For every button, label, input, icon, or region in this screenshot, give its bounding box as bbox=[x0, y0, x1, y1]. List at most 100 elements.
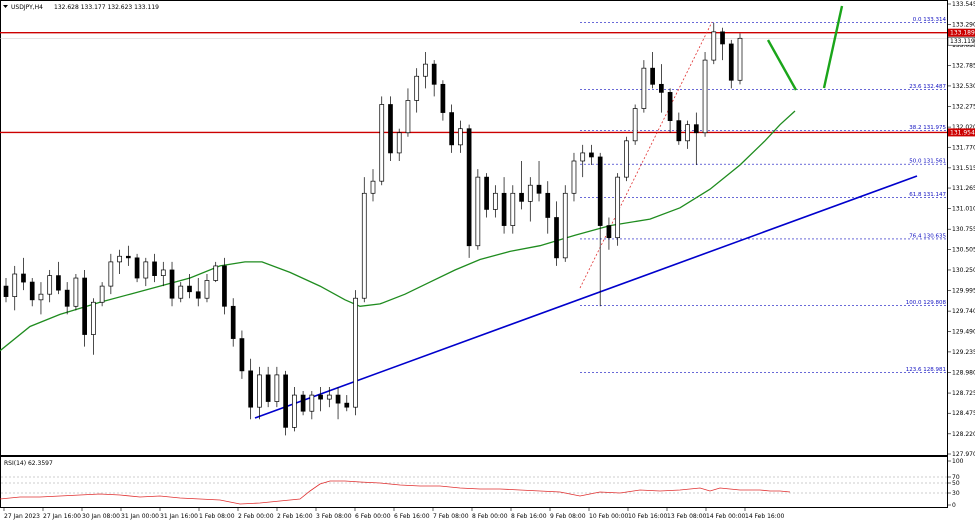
candle-body bbox=[99, 285, 105, 303]
support-price-tag bbox=[948, 128, 975, 137]
price-tick-label: 130.250 bbox=[952, 267, 975, 274]
candlestick bbox=[580, 144, 586, 178]
time-tick-label: 7 Feb 08:00 bbox=[433, 513, 469, 520]
price-tags: 133.189 133.119 131.954 bbox=[947, 28, 975, 137]
candle-body bbox=[56, 275, 61, 291]
main-chart-frame bbox=[0, 0, 948, 456]
candle-body bbox=[720, 31, 725, 45]
fib-level-label: 123.6 128.981 bbox=[906, 367, 946, 373]
candle-body bbox=[335, 394, 341, 404]
candlestick bbox=[466, 124, 472, 258]
rsi-tick-label: 50 bbox=[952, 480, 960, 487]
candlestick bbox=[501, 177, 507, 234]
candlestick bbox=[676, 112, 682, 145]
candlestick bbox=[344, 395, 350, 412]
candle-body bbox=[82, 277, 87, 335]
time-tick-label: 30 Jan 08:00 bbox=[82, 513, 120, 520]
rsi-tick-label: 100 bbox=[952, 458, 964, 465]
candlestick bbox=[685, 120, 690, 149]
candlestick bbox=[388, 96, 393, 161]
candle-body bbox=[125, 255, 131, 259]
candlestick bbox=[47, 269, 53, 303]
price-tick-label: 129.490 bbox=[952, 328, 975, 335]
candlestick bbox=[187, 274, 192, 299]
time-tick-label: 27 Jan 16:00 bbox=[43, 513, 81, 520]
candlestick bbox=[527, 177, 533, 222]
candle-body bbox=[702, 59, 708, 134]
price-axis: 133.545 133.290 133.035 132.785 132.530 132.2… bbox=[947, 1, 975, 458]
candle-body bbox=[239, 338, 245, 372]
candle-body bbox=[536, 184, 542, 194]
candlestick bbox=[178, 282, 184, 303]
fib-level-label: 61.8 131.147 bbox=[909, 192, 946, 198]
candle-body bbox=[449, 112, 454, 146]
candlestick bbox=[38, 282, 44, 315]
candle-body bbox=[344, 402, 350, 408]
candle-body bbox=[571, 160, 577, 194]
candle-body bbox=[108, 261, 114, 287]
projection-up-arrow bbox=[822, 5, 844, 89]
price-tick-label: 130.755 bbox=[952, 226, 975, 233]
horizontal-levels bbox=[0, 32, 947, 134]
symbol-label: USDJPY,H4 bbox=[11, 4, 43, 11]
candlestick bbox=[204, 274, 210, 303]
price-tick-label: 131.770 bbox=[952, 144, 975, 151]
candle-body bbox=[117, 255, 122, 263]
candlestick bbox=[152, 253, 157, 283]
candlestick bbox=[300, 391, 306, 416]
candlestick bbox=[484, 173, 489, 218]
support-price-label: 131.954 bbox=[950, 129, 975, 136]
candle-body bbox=[326, 394, 332, 400]
candlestick bbox=[117, 249, 122, 274]
candle-body bbox=[361, 192, 367, 299]
time-tick-label: 2 Feb 00:00 bbox=[238, 513, 274, 520]
candlestick bbox=[641, 60, 647, 113]
fib-level-label: 23.6 132.487 bbox=[909, 84, 946, 90]
time-tick-label: 8 Feb 16:00 bbox=[511, 513, 547, 520]
candle-body bbox=[143, 261, 149, 279]
price-tick-label: 128.475 bbox=[952, 410, 975, 417]
candle-body bbox=[641, 67, 647, 109]
rsi-tick-label: 0 bbox=[952, 502, 956, 509]
candle-body bbox=[693, 124, 699, 134]
candlestick bbox=[99, 282, 105, 307]
chevron-down-icon[interactable] bbox=[3, 5, 8, 8]
candle-body bbox=[423, 63, 428, 77]
price-tick-label: 132.275 bbox=[952, 104, 975, 111]
time-tick-label: 10 Feb 16:00 bbox=[628, 513, 668, 520]
candle-body bbox=[274, 374, 280, 402]
candlestick bbox=[160, 261, 166, 287]
candle-body bbox=[73, 277, 79, 307]
candle-body bbox=[292, 394, 297, 428]
time-tick-label: 6 Feb 16:00 bbox=[394, 513, 430, 520]
rsi-label: RSI(14) 62.3597 bbox=[4, 460, 53, 467]
candlestick bbox=[423, 52, 428, 89]
candle-body bbox=[388, 104, 393, 154]
candle-body bbox=[676, 120, 682, 142]
bullish-trend-line[interactable] bbox=[254, 175, 918, 419]
time-tick-label: 8 Feb 00:00 bbox=[472, 513, 508, 520]
candlestick bbox=[449, 104, 454, 153]
candle-body bbox=[545, 192, 551, 218]
candle-body bbox=[283, 374, 288, 428]
candlestick bbox=[125, 245, 131, 266]
candlestick bbox=[405, 88, 411, 137]
candle-body bbox=[248, 370, 254, 408]
candlestick bbox=[335, 387, 341, 420]
time-tick-label: 6 Feb 00:00 bbox=[355, 513, 391, 520]
candle-body bbox=[510, 192, 516, 226]
candle-body bbox=[370, 180, 376, 194]
candlestick bbox=[519, 160, 524, 210]
candlestick bbox=[169, 261, 175, 307]
candlestick bbox=[292, 387, 297, 432]
candle-body bbox=[178, 285, 184, 299]
candlestick bbox=[108, 253, 114, 295]
candle-body bbox=[431, 63, 437, 85]
candle-body bbox=[257, 374, 262, 408]
candlestick bbox=[195, 278, 201, 307]
time-tick-label: 31 Jan 00:00 bbox=[121, 513, 159, 520]
candle-body bbox=[187, 285, 192, 293]
candlestick bbox=[91, 298, 96, 355]
candlestick bbox=[361, 177, 367, 303]
candlestick bbox=[711, 22, 717, 65]
